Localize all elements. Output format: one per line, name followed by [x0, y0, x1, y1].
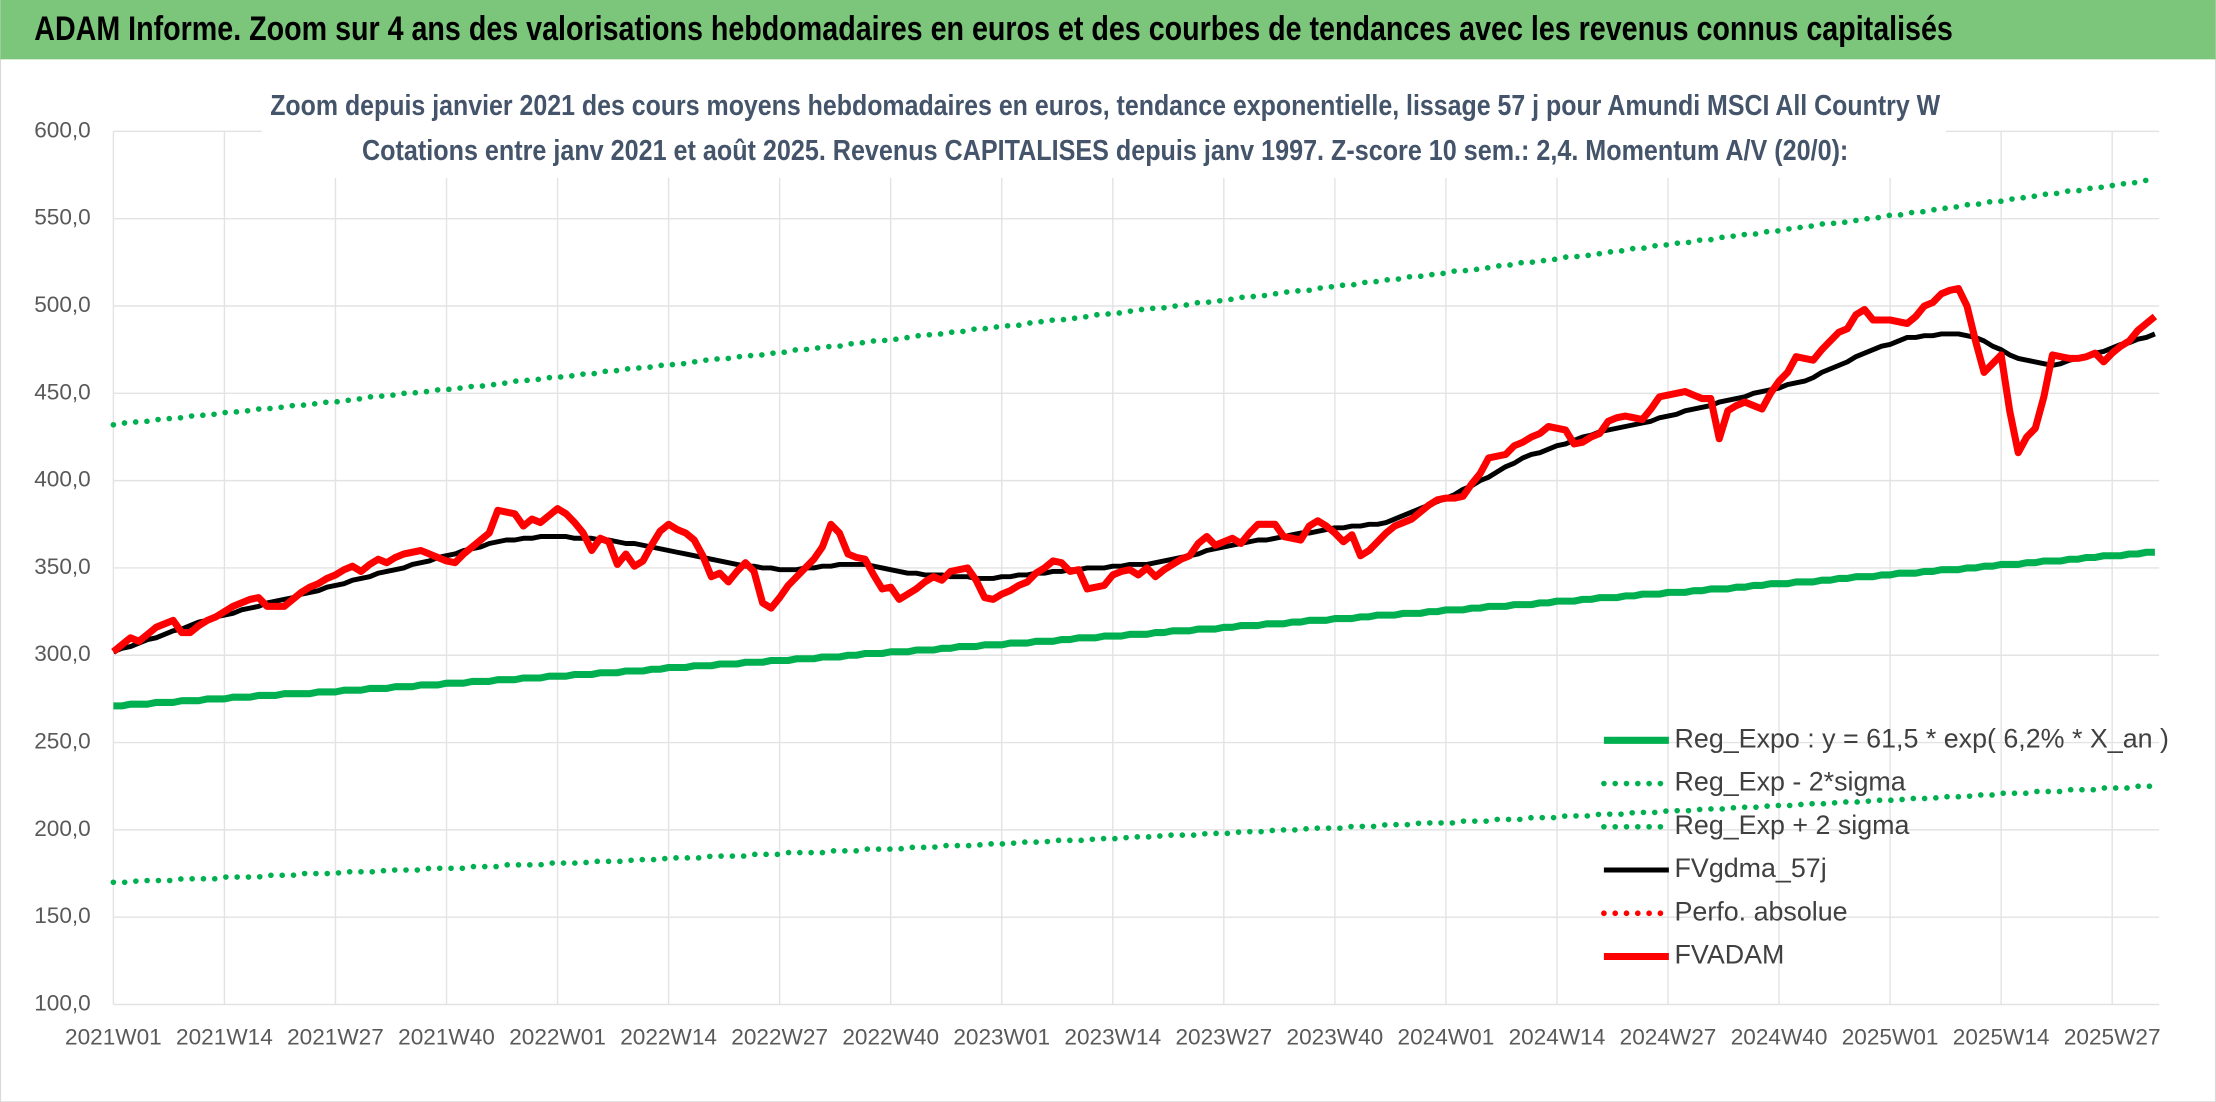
x-tick-label: 2021W01: [65, 1024, 162, 1049]
x-tick-label: 2023W14: [1064, 1024, 1161, 1049]
x-tick-label: 2025W27: [2064, 1024, 2161, 1049]
legend-label: Reg_Exp + 2 sigma: [1675, 810, 1910, 840]
x-tick-label: 2025W01: [1842, 1024, 1939, 1049]
x-tick-label: 2021W40: [398, 1024, 495, 1049]
header-bar: [0, 0, 2216, 60]
x-tick-label: 2022W40: [842, 1024, 939, 1049]
x-tick-label: 2024W14: [1509, 1024, 1606, 1049]
legend-label: Perfo. absolue: [1675, 896, 1848, 926]
y-tick-label: 450,0: [34, 379, 91, 404]
x-tick-label: 2023W40: [1287, 1024, 1384, 1049]
x-tick-label: 2021W14: [176, 1024, 273, 1049]
x-tick-label: 2024W27: [1620, 1024, 1717, 1049]
chart-title: Zoom depuis janvier 2021 des cours moyen…: [270, 89, 1940, 121]
header-title: ADAM Informe. Zoom sur 4 ans des valoris…: [34, 10, 1953, 48]
x-tick-label: 2023W27: [1175, 1024, 1272, 1049]
series-line: [112, 331, 2156, 655]
legend-label: FVADAM: [1675, 940, 1785, 970]
y-tick-label: 600,0: [34, 117, 91, 142]
x-tick-label: 2024W40: [1731, 1024, 1828, 1049]
x-tick-label: 2025W14: [1953, 1024, 2050, 1049]
legend-label: FVgdma_57j: [1675, 853, 1827, 883]
y-tick-label: 400,0: [34, 467, 91, 492]
y-tick-label: 100,0: [34, 990, 91, 1015]
legend-label: Reg_Exp - 2*sigma: [1675, 767, 1906, 797]
y-tick-label: 250,0: [34, 729, 91, 754]
x-tick-label: 2022W01: [509, 1024, 606, 1049]
y-tick-label: 500,0: [34, 292, 91, 317]
title-box: [261, 84, 1946, 179]
x-tick-label: 2022W14: [620, 1024, 717, 1049]
x-tick-label: 2022W27: [731, 1024, 828, 1049]
x-tick-label: 2023W01: [953, 1024, 1050, 1049]
chart-subtitle: Cotations entre janv 2021 et août 2025. …: [362, 134, 1848, 166]
y-tick-label: 550,0: [34, 205, 91, 230]
x-tick-label: 2024W01: [1398, 1024, 1495, 1049]
y-tick-label: 300,0: [34, 641, 91, 666]
series-line: [110, 783, 2158, 886]
y-tick-label: 200,0: [34, 816, 91, 841]
series-line: [113, 548, 2155, 710]
legend-label: Reg_Expo : y = 61,5 * exp( 6,2% * X_an ): [1675, 723, 2169, 753]
y-tick-label: 350,0: [34, 554, 91, 579]
x-tick-label: 2021W27: [287, 1024, 384, 1049]
y-tick-label: 150,0: [34, 903, 91, 928]
series-line: [111, 285, 2158, 655]
